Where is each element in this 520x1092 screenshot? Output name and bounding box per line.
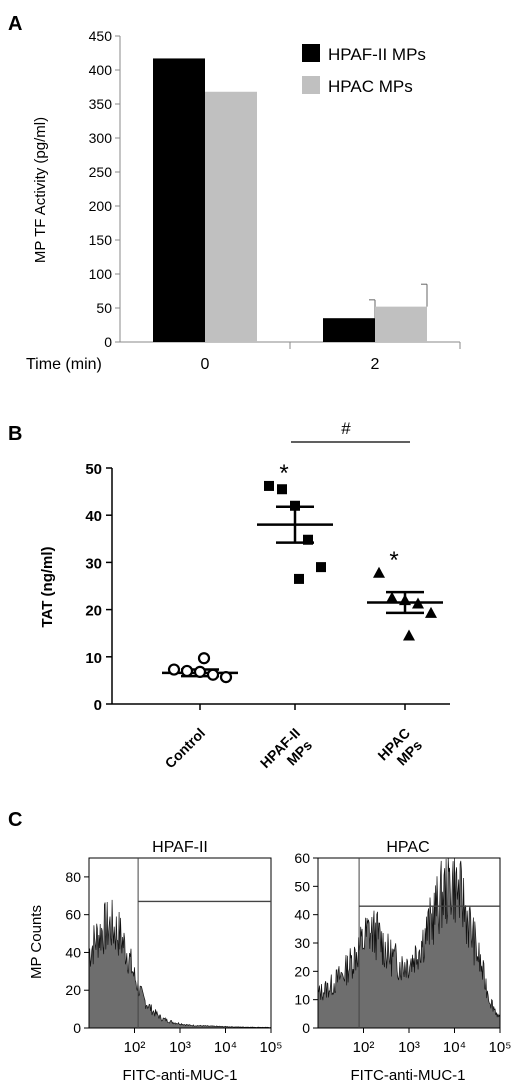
panel-c-left-x-tick-label: 10² <box>124 1039 146 1056</box>
panel-b-x-tick-label: HPAF-IIMPs <box>257 725 315 783</box>
panel-c-right-y-tick-label: 20 <box>294 963 310 979</box>
panel-a-legend-swatch <box>302 44 320 62</box>
panel-a-y-tick-label: 300 <box>89 130 113 146</box>
panel-b-point-control <box>197 652 211 665</box>
panel-b-y-tick-label: 50 <box>85 461 102 478</box>
panel-a-y-tick-label: 400 <box>89 62 113 78</box>
panel-b-y-tick-label: 0 <box>94 697 102 714</box>
panel-c-right-y-tick-label: 10 <box>294 992 310 1008</box>
panel-c-left-xlabel: FITC-anti-MUC-1 <box>123 1067 238 1084</box>
panel-c-letter: C <box>8 809 22 831</box>
panel-a-bar-hpaf <box>153 58 205 342</box>
panel-c-left-y-tick-label: 60 <box>65 907 81 923</box>
panel-b-y-tick-label: 40 <box>85 508 102 525</box>
panel-b-point-hpac <box>425 606 437 618</box>
panel-b-x-tick-label: HPACMPs <box>374 725 425 776</box>
panel-a-y-tick-label: 200 <box>89 198 113 214</box>
panel-b-point-control <box>193 665 207 679</box>
panel-c-left-x-tick-label: 10⁴ <box>214 1039 237 1056</box>
panel-c-right-y-tick-label: 50 <box>294 878 310 894</box>
panel-c-right-x-tick-label: 10⁴ <box>443 1039 466 1056</box>
panel-a-bar-hpac <box>375 306 427 342</box>
panel-c-right-x-tick-label: 10² <box>353 1039 375 1056</box>
panel-a-chart: MP TF Activity (pg/ml) Time (min) 0 50 100… <box>26 28 461 373</box>
panel-c-charts: MP Counts HPAF-II HPAC FITC-anti-MUC-1 F… <box>28 839 511 1084</box>
panel-b-point-hpaf <box>294 573 304 584</box>
panel-a-y-tick-label: 100 <box>89 266 113 282</box>
panel-b-point-control <box>206 668 220 681</box>
panel-c-right-y-tick-label: 60 <box>294 850 310 866</box>
panel-b-point-hpaf <box>290 500 300 511</box>
panel-a-legend-label: HPAF-II MPs <box>328 45 426 64</box>
panel-b-point-hpaf <box>277 484 287 495</box>
panel-c-left-y-tick-label: 80 <box>65 869 81 885</box>
panel-a-bar-hpaf <box>323 318 375 342</box>
panel-c-ylabel: MP Counts <box>28 905 45 979</box>
panel-b-point-hpaf <box>316 562 326 573</box>
panel-b-y-tick-label: 20 <box>85 603 102 620</box>
panel-c-left-x-tick-label: 10³ <box>169 1039 191 1056</box>
panel-c-right-histogram <box>317 857 501 1029</box>
panel-b-x-tick-label-line: Control <box>162 725 209 772</box>
panel-a-y-tick-label: 0 <box>104 334 112 350</box>
panel-a-legend-label: HPAC MPs <box>328 77 413 96</box>
panel-b-bracket-label: # <box>341 419 351 438</box>
panel-b-point-hpac <box>386 591 398 603</box>
panel-c-left-title: HPAF-II <box>152 839 208 856</box>
panel-c-left-histogram <box>88 899 272 1029</box>
panel-b-chart: TAT (ng/ml) # 0 10 20 30 40 50 Control HPAF-IIM… <box>39 419 450 783</box>
panel-c-right-x-tick-label: 10⁵ <box>489 1039 512 1056</box>
panel-a-letter: A <box>8 13 22 35</box>
panel-b-significance-star: * <box>279 460 288 487</box>
panel-a-legend-swatch <box>302 76 320 94</box>
panel-c-right-x-tick-label: 10³ <box>398 1039 420 1056</box>
panel-b-point-hpac <box>412 597 424 609</box>
panel-b-point-control <box>180 664 194 678</box>
panel-b-point-control <box>167 663 181 676</box>
panel-a-x-tick-label: 0 <box>201 356 210 373</box>
panel-b-point-hpac <box>373 566 385 578</box>
panel-c-right-y-tick-label: 0 <box>302 1020 310 1036</box>
panel-b-point-hpac <box>399 594 411 606</box>
panel-b-point-hpaf <box>303 534 313 545</box>
panel-b-y-tick-label: 10 <box>85 650 102 667</box>
panel-b-letter: B <box>8 423 22 445</box>
panel-b-significance-star: * <box>389 547 398 574</box>
panel-c-right-y-tick-label: 30 <box>294 935 310 951</box>
panel-c-right-y-tick-label: 40 <box>294 907 310 923</box>
panel-a-x-tick-label: 2 <box>371 356 380 373</box>
panel-a-ylabel: MP TF Activity (pg/ml) <box>32 117 49 263</box>
panel-a-xlabel: Time (min) <box>26 356 102 373</box>
panel-b-point-hpac <box>403 629 415 641</box>
panel-b-point-hpaf <box>264 480 274 491</box>
panel-c-left-y-tick-label: 0 <box>73 1020 81 1036</box>
panel-c-left-x-tick-label: 10⁵ <box>260 1039 283 1056</box>
panel-a-y-tick-label: 450 <box>89 28 113 44</box>
panel-b-ylabel: TAT (ng/ml) <box>39 546 56 627</box>
panel-a-y-tick-label: 250 <box>89 164 113 180</box>
panel-a-y-tick-label: 350 <box>89 96 113 112</box>
panel-c-left-y-tick-label: 40 <box>65 944 81 960</box>
panel-b-x-tick-label: Control <box>162 725 209 772</box>
panel-a-y-tick-label: 50 <box>96 300 112 316</box>
panel-c-right-title: HPAC <box>386 839 429 856</box>
panel-c-right-xlabel: FITC-anti-MUC-1 <box>351 1067 466 1084</box>
panel-a-bar-hpac <box>205 91 257 342</box>
panel-b-point-control <box>219 670 233 684</box>
panel-b-y-tick-label: 30 <box>85 555 102 572</box>
panel-a-y-tick-label: 150 <box>89 232 113 248</box>
panel-c-left-y-tick-label: 20 <box>65 982 81 998</box>
